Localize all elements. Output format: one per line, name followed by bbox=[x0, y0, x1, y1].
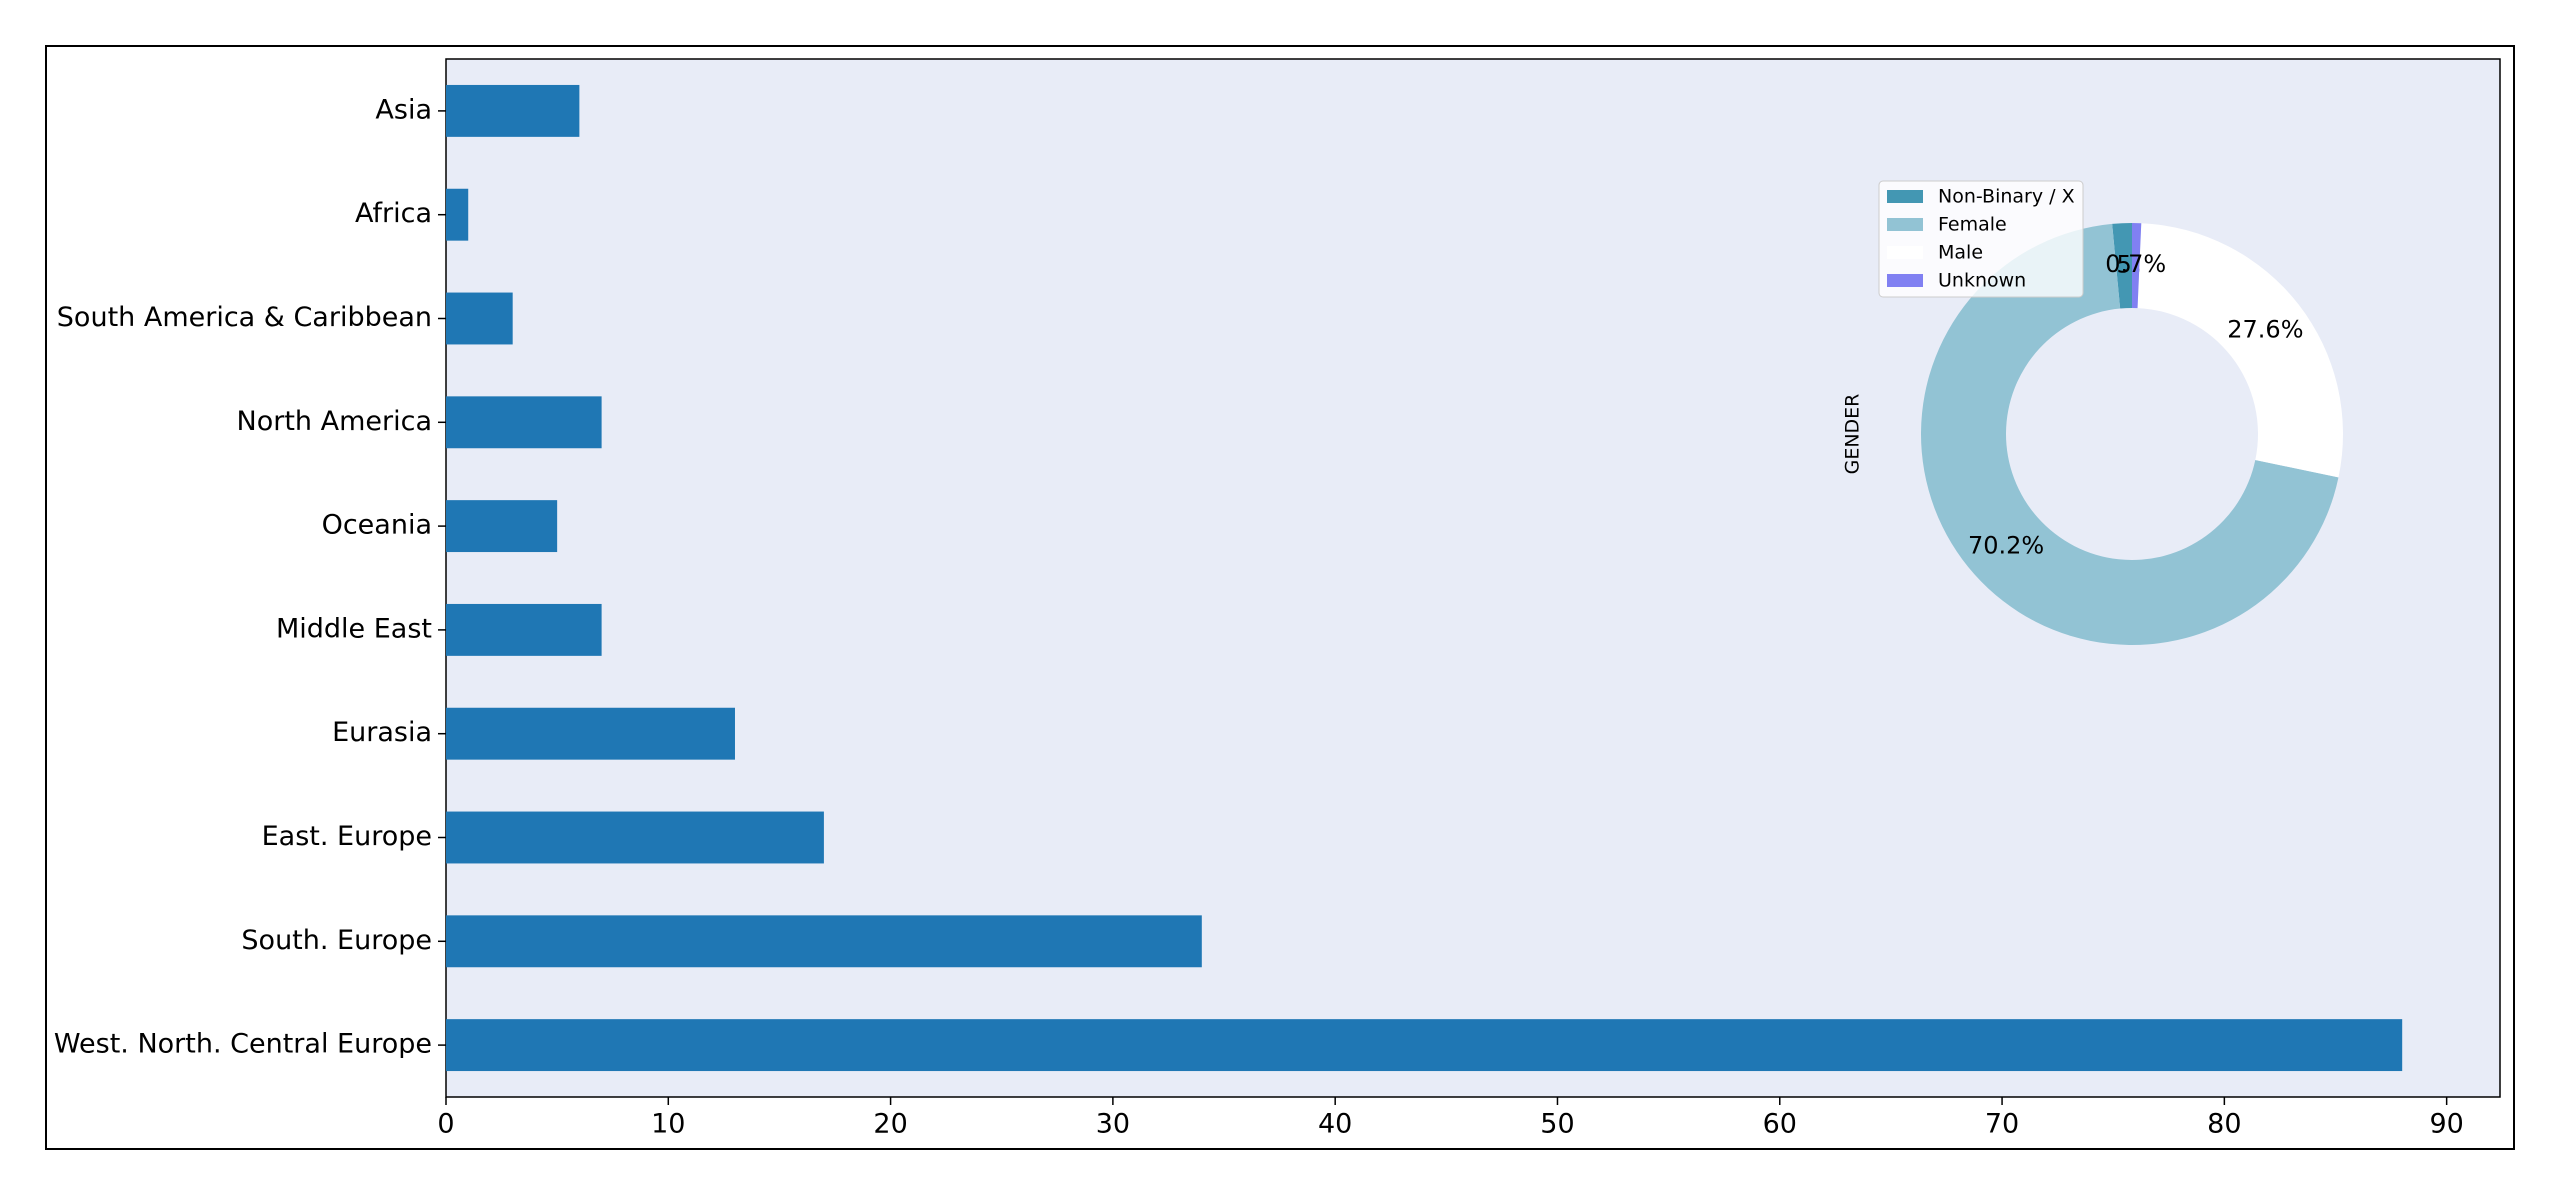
bar bbox=[446, 396, 602, 449]
legend-box bbox=[1878, 180, 2084, 298]
x-tick-label: 30 bbox=[1096, 1109, 1130, 1140]
pie-wedge bbox=[2112, 223, 2132, 309]
legend-swatch bbox=[1887, 218, 1923, 231]
bar bbox=[446, 1019, 2403, 1072]
legend: Non-Binary / X Female Male Unknown bbox=[1878, 180, 2084, 298]
y-tick-label: North America bbox=[237, 406, 432, 437]
x-tick-label: 70 bbox=[1985, 1109, 2019, 1140]
y-tick-label: South. Europe bbox=[241, 925, 432, 956]
x-tick-label: 50 bbox=[1540, 1109, 1574, 1140]
x-tick-label: 60 bbox=[1763, 1109, 1797, 1140]
legend-label: Non-Binary / X bbox=[1938, 186, 2075, 208]
x-tick-label: 20 bbox=[873, 1109, 907, 1140]
bar bbox=[446, 915, 1202, 968]
legend-label: Male bbox=[1938, 242, 1983, 264]
bar bbox=[446, 603, 602, 656]
bar bbox=[446, 707, 735, 760]
legend-swatch bbox=[1887, 274, 1923, 287]
pie-label: 0.7% bbox=[2105, 250, 2166, 278]
legend-label: Unknown bbox=[1938, 270, 2026, 292]
bar bbox=[446, 292, 513, 345]
y-tick-label: East. Europe bbox=[262, 821, 432, 852]
y-tick-label: Africa bbox=[355, 198, 432, 229]
bar bbox=[446, 84, 580, 137]
y-tick-label: South America & Caribbean bbox=[57, 302, 432, 333]
legend-label: Female bbox=[1938, 214, 2007, 236]
y-tick-label: Asia bbox=[375, 94, 432, 125]
y-axis-label: GENDER bbox=[1842, 394, 1864, 475]
y-tick-label: Middle East bbox=[276, 613, 432, 644]
x-tick-label: 90 bbox=[2429, 1109, 2463, 1140]
bar bbox=[446, 188, 469, 241]
y-tick-label: West. North. Central Europe bbox=[54, 1029, 432, 1060]
pie-wedge bbox=[2132, 223, 2142, 309]
pie-wedge bbox=[1921, 223, 2339, 645]
x-tick-label: 10 bbox=[651, 1109, 685, 1140]
pie-label: 70.2% bbox=[1968, 531, 2044, 559]
pie-label: 27.6% bbox=[2227, 316, 2303, 344]
bar bbox=[446, 500, 558, 553]
x-tick-label: 0 bbox=[437, 1109, 454, 1140]
x-tick-label: 80 bbox=[2207, 1109, 2241, 1140]
x-tick-label: 40 bbox=[1318, 1109, 1352, 1140]
pie-wedge bbox=[2137, 223, 2343, 478]
y-tick-label: Eurasia bbox=[332, 717, 432, 748]
y-tick-label: Oceania bbox=[322, 510, 432, 541]
legend-swatch bbox=[1887, 190, 1923, 203]
bar bbox=[446, 811, 824, 864]
legend-swatch bbox=[1887, 246, 1923, 259]
